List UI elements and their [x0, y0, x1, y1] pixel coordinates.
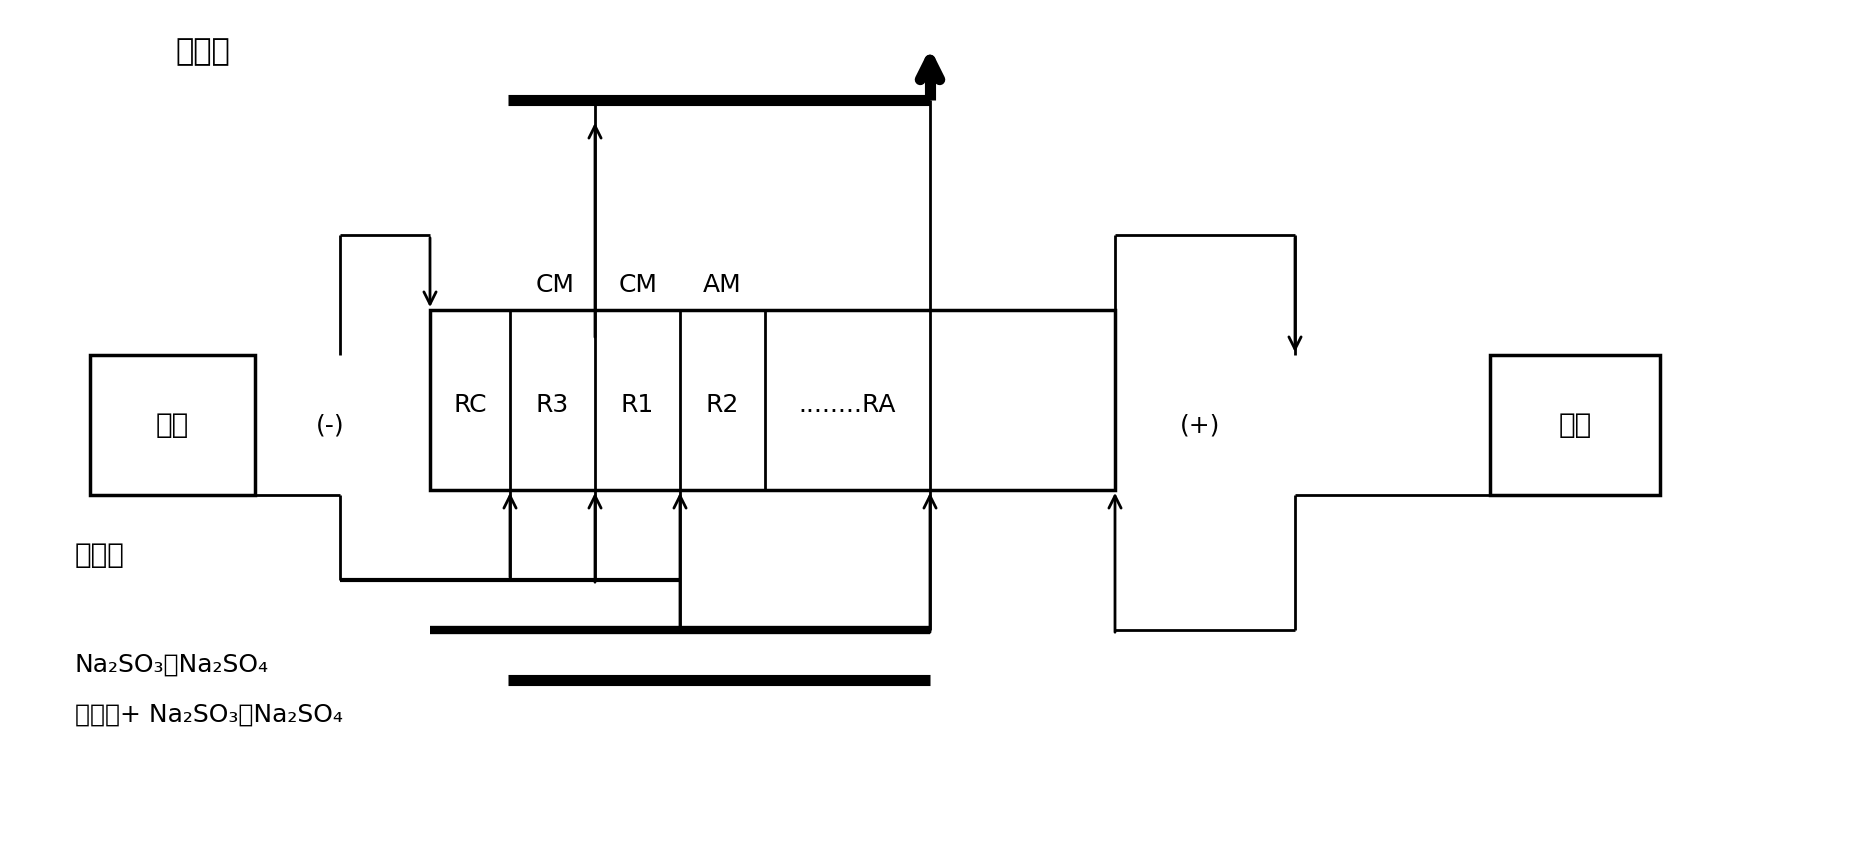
Text: 牛磺酸+ Na₂SO₃、Na₂SO₄: 牛磺酸+ Na₂SO₃、Na₂SO₄	[75, 703, 343, 727]
Text: R3: R3	[536, 393, 569, 417]
Text: CM: CM	[618, 273, 657, 297]
Text: 极液: 极液	[1558, 411, 1592, 439]
Text: RC: RC	[453, 393, 487, 417]
Text: R2: R2	[706, 393, 740, 417]
Bar	[1491, 355, 1659, 495]
Text: CM: CM	[536, 273, 575, 297]
Text: (-): (-)	[317, 413, 345, 437]
Bar	[431, 310, 1114, 490]
Text: 反馈液: 反馈液	[75, 541, 125, 569]
Text: 牛磺酸: 牛磺酸	[174, 38, 230, 67]
Text: (+): (+)	[1180, 413, 1219, 437]
Bar	[90, 355, 255, 495]
Text: R1: R1	[620, 393, 654, 417]
Text: AM: AM	[702, 273, 742, 297]
Text: 极液: 极液	[155, 411, 189, 439]
Text: ........RA: ........RA	[798, 393, 897, 417]
Text: Na₂SO₃、Na₂SO₄: Na₂SO₃、Na₂SO₄	[75, 653, 270, 677]
